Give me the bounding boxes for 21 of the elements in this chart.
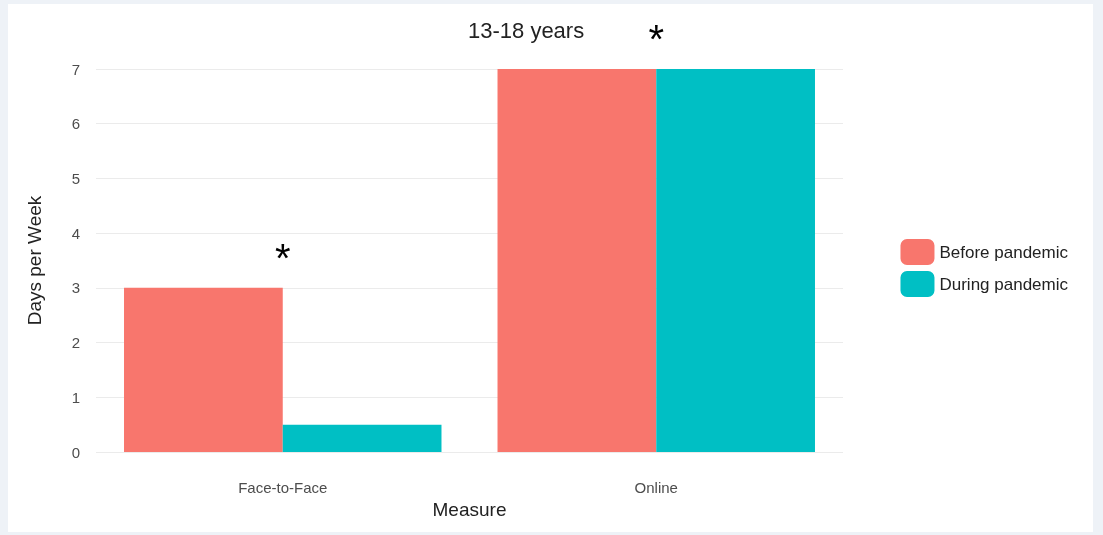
y-tick-label: 0 bbox=[71, 443, 80, 461]
y-tick-label: 3 bbox=[71, 279, 80, 297]
bar bbox=[282, 424, 442, 452]
x-tick-label: Online bbox=[634, 479, 678, 496]
annotation: * bbox=[274, 235, 291, 280]
y-tick-label: 4 bbox=[71, 224, 80, 242]
y-tick-label: 2 bbox=[71, 334, 80, 352]
bar bbox=[124, 287, 283, 452]
legend-label: Before pandemic bbox=[939, 242, 1069, 262]
legend-label: During pandemic bbox=[939, 274, 1069, 294]
y-axis-title: Days per Week bbox=[24, 195, 45, 326]
y-tick-label: 1 bbox=[71, 388, 80, 406]
text: * bbox=[648, 17, 665, 61]
bar bbox=[497, 69, 657, 452]
x-tick-label: Face-to-Face bbox=[238, 479, 328, 496]
y-tick-label: 6 bbox=[71, 115, 80, 133]
bar bbox=[656, 69, 815, 452]
y-tick-label: 5 bbox=[71, 169, 80, 187]
x-axis-title: Measure bbox=[432, 498, 507, 520]
chart-title: 13-18 years bbox=[468, 17, 585, 43]
y-tick-label: 7 bbox=[71, 60, 80, 78]
